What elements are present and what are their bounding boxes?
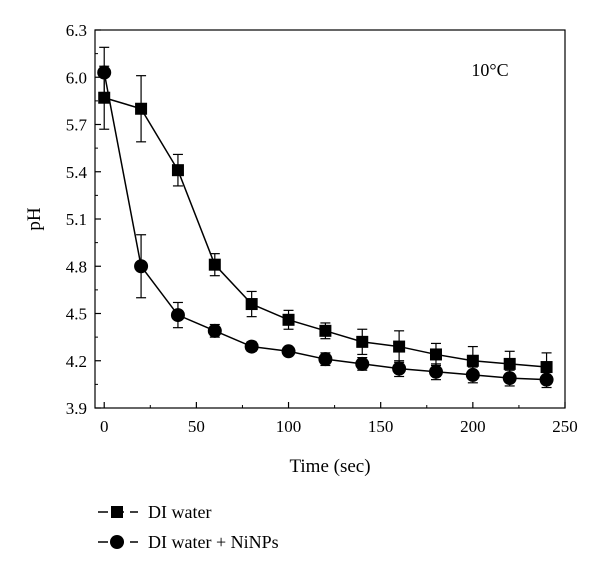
series-0-point-3 [208,258,221,271]
legend-marker-0 [111,506,123,518]
ticks: 0 50 100 150 200 250 3.9 4.2 4.5 4.8 5.1 5.4 5.7 6.0 6… [66,21,578,436]
y-tick-label-6: 5.7 [66,116,88,135]
series-0-point-12 [540,361,553,374]
annotation-temperature: 10°C [471,60,508,80]
series-0-point-7 [356,335,369,348]
series-1-point-7 [355,356,370,371]
series-1-point-5 [281,344,296,359]
series-0-point-2 [171,164,184,177]
legend-label-0: DI water [148,502,211,522]
x-tick-label-5: 250 [552,417,578,436]
series-1-point-0 [97,65,112,80]
x-tick-label-2: 100 [276,417,302,436]
y-tick-label-2: 4.5 [66,305,87,324]
legend-item-1: DI water + NiNPs [98,532,279,552]
series-1-point-12 [539,372,554,387]
series-1-point-6 [318,352,333,367]
series-1-point-10 [465,367,480,382]
legend-label-1: DI water + NiNPs [148,532,279,552]
x-tick-label-0: 0 [100,417,109,436]
x-tick-label-3: 150 [368,417,394,436]
y-axis-title: pH [24,207,45,231]
series-1-point-8 [392,361,407,376]
series-0-point-9 [429,348,442,361]
series-layer [97,46,554,389]
plot-frame [94,29,566,409]
x-tick-label-4: 200 [460,417,486,436]
legend: DI water DI water + NiNPs [98,502,279,552]
legend-marker-1 [110,535,124,549]
legend-item-0: DI water [98,502,211,522]
y-tick-label-3: 4.8 [66,257,87,276]
series-0-point-6 [319,324,332,337]
series-1-point-4 [244,339,259,354]
series-1-point-11 [502,371,517,386]
x-tick-label-1: 50 [188,417,205,436]
series-0-point-10 [466,354,479,367]
y-tick-label-1: 4.2 [66,352,87,371]
series-1-point-2 [170,308,185,323]
y-tick-label-7: 6.0 [66,68,87,87]
series-1-point-9 [428,364,443,379]
y-tick-label-0: 3.9 [66,399,87,418]
series-1-point-3 [207,323,222,338]
series-0-point-11 [503,357,516,370]
series-0 [98,65,553,382]
y-tick-label-4: 5.1 [66,210,87,229]
x-axis-title: Time (sec) [289,456,370,477]
series-1-point-1 [134,259,149,274]
series-0-point-5 [282,313,295,326]
series-0-point-8 [393,340,406,353]
series-0-point-4 [245,298,258,311]
series-1 [97,46,554,389]
y-tick-label-5: 5.4 [66,163,88,182]
y-tick-label-8: 6.3 [66,21,87,40]
series-0-point-1 [135,102,148,115]
